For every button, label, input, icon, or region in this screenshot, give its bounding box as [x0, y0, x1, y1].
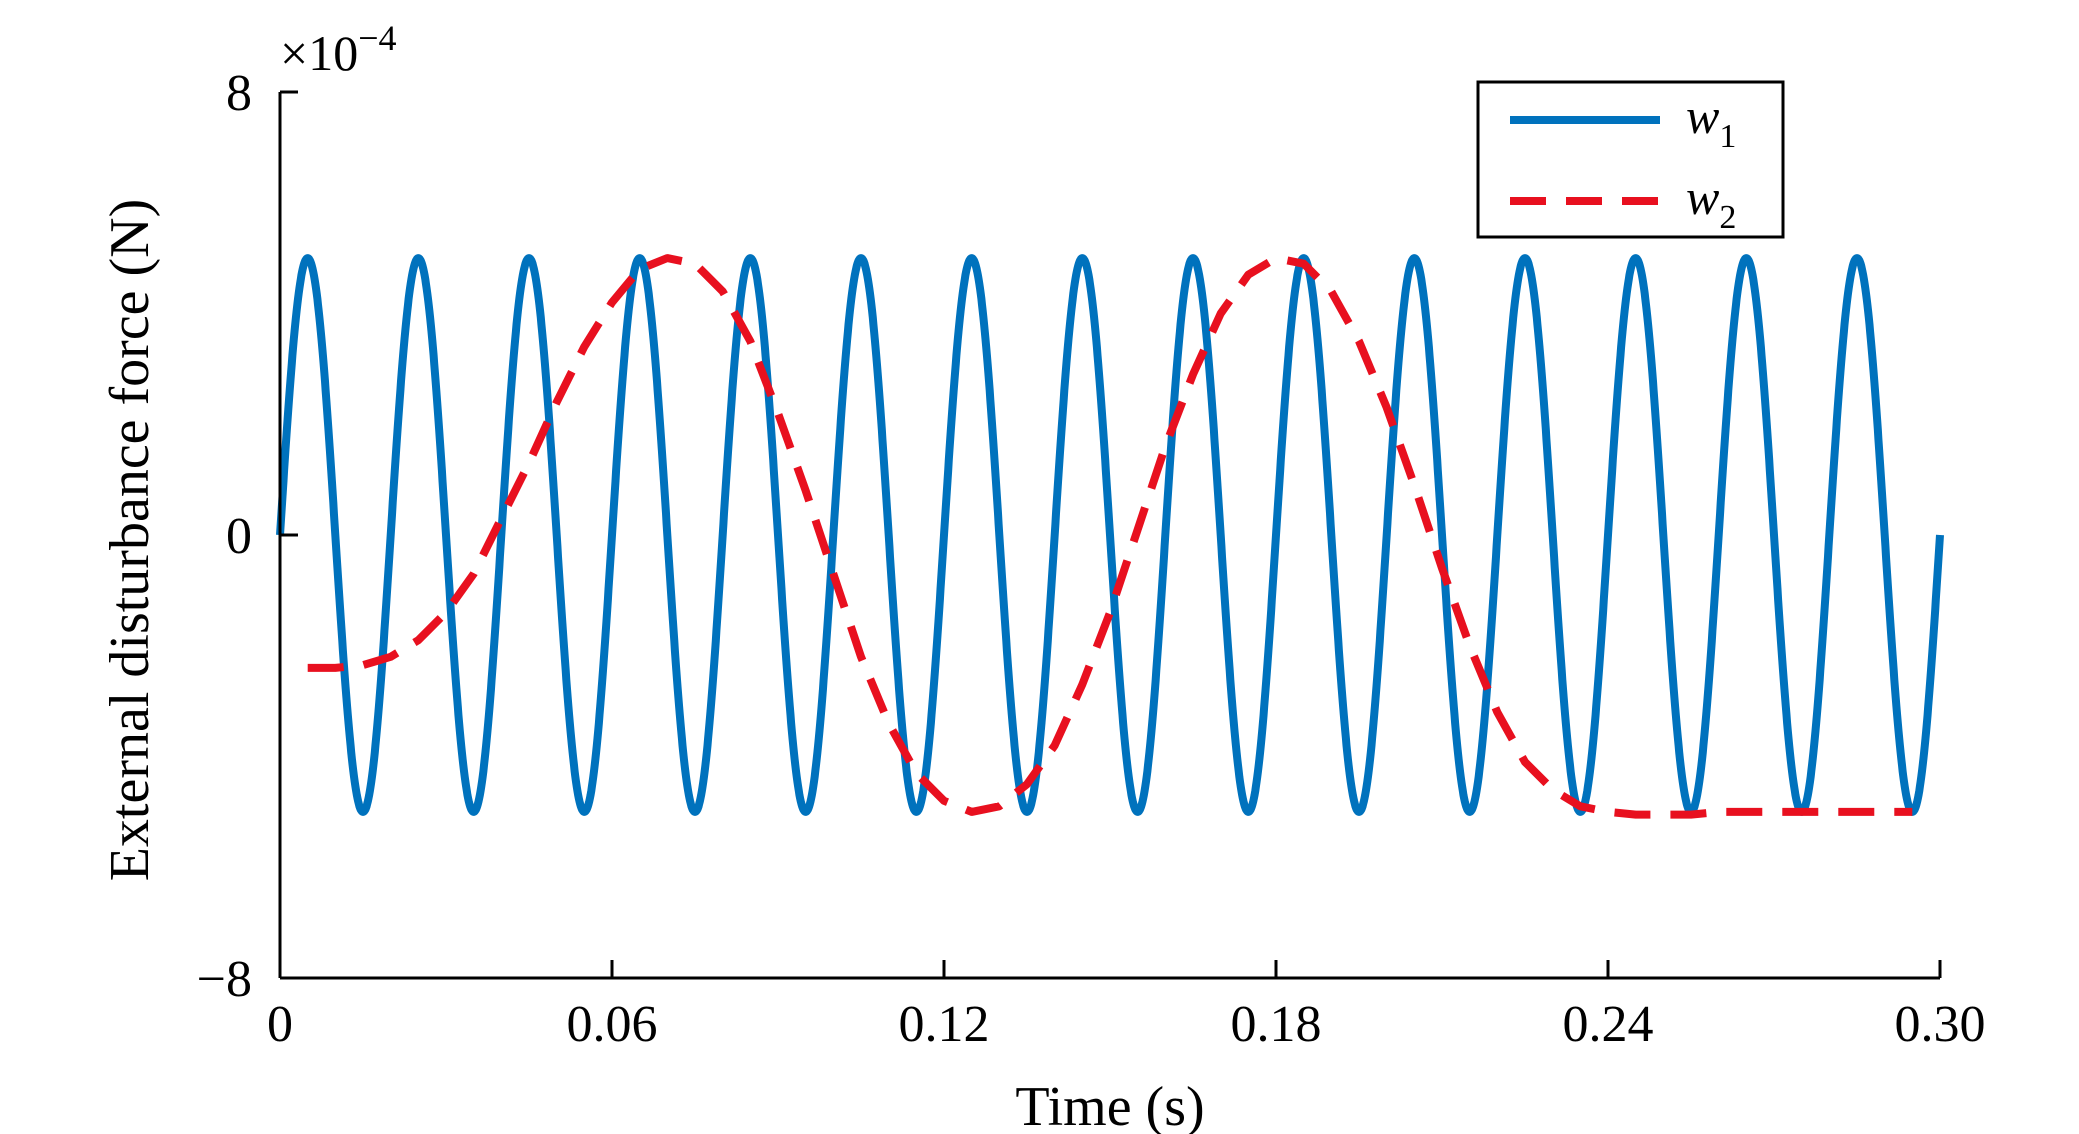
y-exponent-base: ×10 [280, 25, 358, 81]
y-exponent-power: −4 [358, 18, 396, 58]
x-tick-label: 0.24 [1563, 996, 1654, 1053]
ticks-layer: 0 0.06 0.12 0.18 0.24 0.30 −8 0 8 [197, 65, 1986, 1053]
y-tick-label: 0 [226, 508, 252, 565]
y-tick-label: 8 [226, 65, 252, 122]
series-layer [276, 254, 1944, 819]
y-axis-label: External disturbance force (N) [99, 199, 161, 882]
x-tick-label: 0.12 [899, 996, 990, 1053]
x-tick-label: 0.18 [1231, 996, 1322, 1053]
series-line-1 [276, 254, 1944, 816]
y-exponent-label: ×10−4 [280, 18, 397, 81]
legend-box [1476, 80, 1785, 239]
legend-name-w1: w [1686, 88, 1719, 144]
legend-label-w2: w2 [1686, 169, 1736, 236]
legend: w1 w2 [1476, 80, 1785, 239]
x-tick-label: 0.06 [567, 996, 658, 1053]
legend-name-w2: w [1686, 169, 1719, 225]
x-tick-label: 0 [267, 996, 293, 1053]
y-tick-label: −8 [197, 951, 252, 1008]
x-axis-label: Time (s) [1015, 1076, 1204, 1134]
legend-subscript-w1: 1 [1719, 118, 1736, 155]
legend-label-w1: w1 [1686, 88, 1736, 155]
x-tick-label: 0.30 [1895, 996, 1986, 1053]
legend-subscript-w2: 2 [1719, 199, 1736, 236]
series-line-2 [307, 254, 1913, 819]
